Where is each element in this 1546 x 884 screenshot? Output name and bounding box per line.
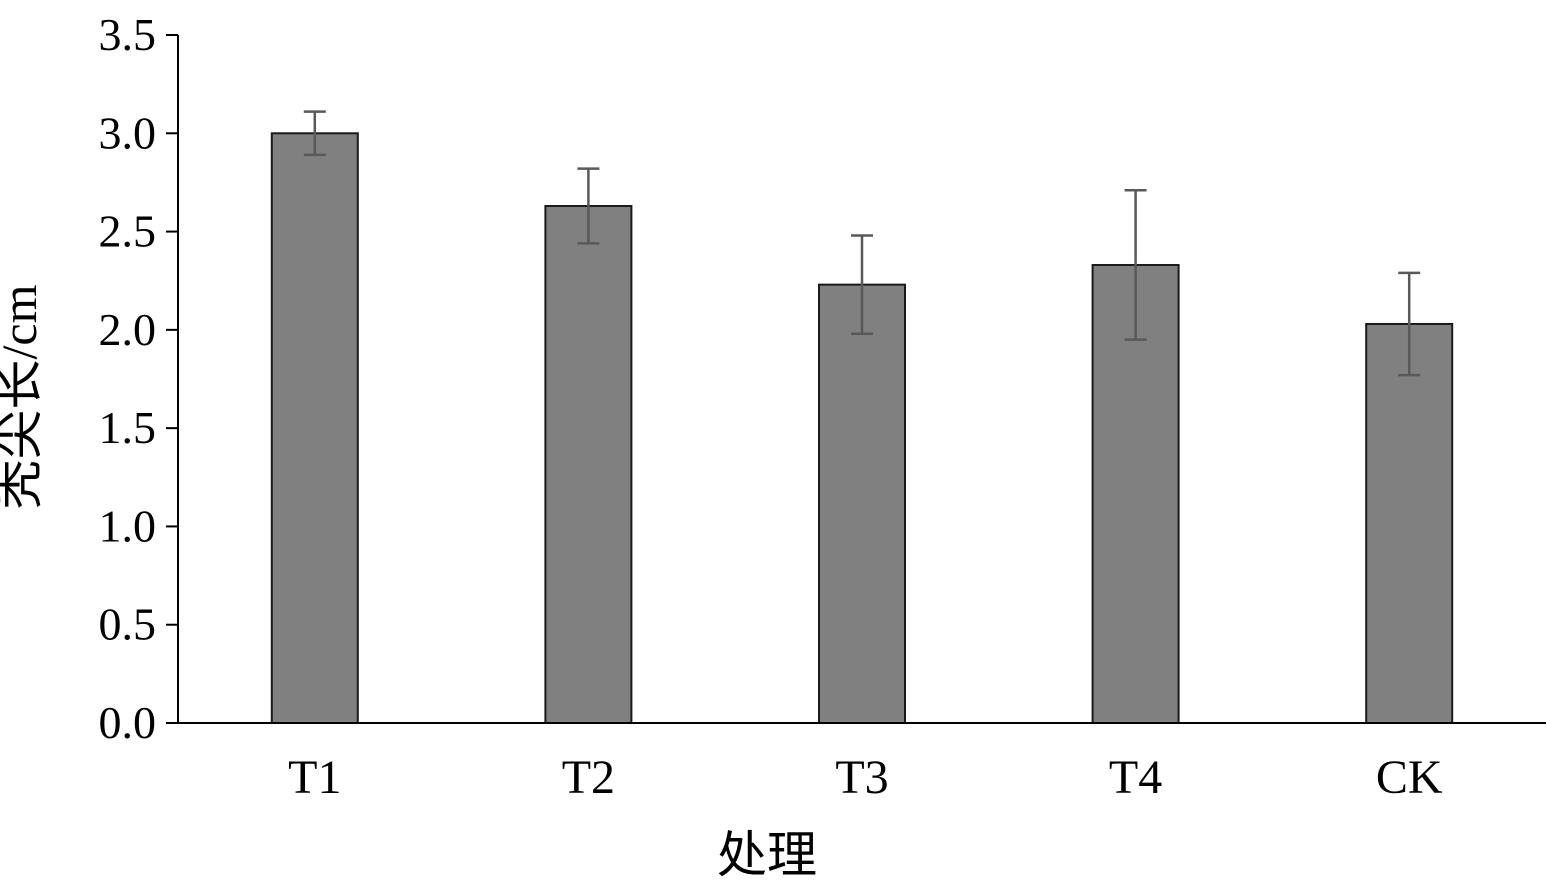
x-tick-label: CK: [1376, 751, 1443, 804]
bar-t2: [544, 205, 633, 724]
error-bars-layer: [303, 110, 1421, 377]
x-tick-label: T2: [562, 751, 615, 804]
bar-t4: [1091, 263, 1180, 724]
error-bar-t1: [303, 110, 326, 157]
y-tick-label: 2.0: [99, 304, 157, 355]
y-tick-label: 3.5: [99, 9, 157, 60]
x-tick-label: T3: [835, 751, 888, 804]
y-axis-title: 秃尖长/cm: [0, 284, 47, 509]
y-tick-label: 3.0: [99, 107, 157, 158]
bar-ck: [1365, 322, 1454, 724]
error-bar-t2: [577, 167, 600, 245]
bar-t1: [270, 132, 359, 725]
x-axis-title: 处理: [717, 827, 817, 883]
error-bar-t3: [851, 234, 873, 336]
y-tick-label: 2.5: [99, 206, 157, 257]
y-tick-label: 1.0: [99, 500, 157, 551]
error-bar-t4: [1124, 189, 1147, 341]
labels-layer: T1 T2 T3 T4 CK 0.0 0.5 1.0 1.5 2.0 2.5 3.0 3.5: [99, 9, 1443, 804]
bar-t3: [818, 283, 906, 724]
x-tick-label: T4: [1109, 751, 1162, 804]
error-bar-ck: [1398, 271, 1421, 377]
axes-layer: [166, 34, 1546, 724]
bars-layer: [270, 132, 1454, 725]
x-tick-label: T1: [288, 751, 341, 804]
y-tick-label: 0.0: [99, 697, 157, 748]
y-tick-label: 1.5: [99, 402, 157, 453]
y-tick-label: 0.5: [99, 599, 157, 650]
